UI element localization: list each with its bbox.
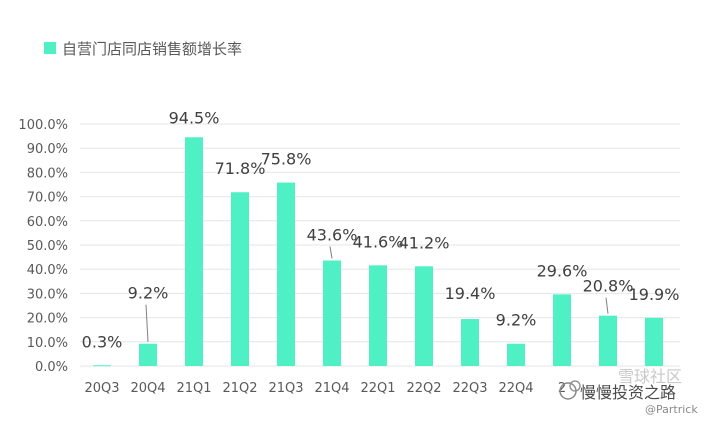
y-tick-label: 40.0% — [27, 263, 68, 278]
data-label: 41.2% — [399, 233, 450, 252]
x-tick-label: 22Q3 — [452, 381, 487, 396]
data-label: 19.4% — [445, 284, 496, 303]
watermark-sub-text: @Partrick — [645, 403, 698, 416]
legend-label: 自营门店同店销售额增长率 — [62, 40, 242, 58]
data-label: 94.5% — [169, 108, 220, 127]
x-tick-label: 20Q3 — [84, 381, 119, 396]
x-tick-label: 22Q4 — [498, 381, 533, 396]
data-label: 0.3% — [82, 332, 123, 351]
y-axis-ticks: 0.0% 10.0% 20.0% 30.0% 40.0% 50.0% 60.0% 70.0% 8… — [18, 118, 68, 375]
data-label: 75.8% — [261, 150, 312, 169]
bar — [139, 343, 157, 366]
leader-lines — [145, 246, 609, 342]
legend-swatch — [44, 42, 56, 54]
bar — [93, 365, 111, 367]
y-tick-label: 90.0% — [27, 142, 68, 157]
bar — [461, 319, 479, 366]
leader-line — [329, 246, 333, 259]
watermark-logo-icon — [559, 380, 581, 400]
data-label: 9.2% — [496, 311, 537, 330]
y-tick-label: 50.0% — [27, 239, 68, 254]
data-label: 20.8% — [583, 277, 634, 296]
leader-line — [145, 304, 149, 342]
bar — [277, 182, 295, 366]
y-tick-label: 20.0% — [27, 312, 68, 327]
bar — [323, 260, 341, 366]
y-tick-label: 60.0% — [27, 215, 68, 230]
bar — [231, 192, 249, 366]
bars — [93, 137, 663, 367]
y-tick-label: 10.0% — [27, 336, 68, 351]
watermark: 雪球社区 慢慢投资之路 @Partrick — [559, 367, 698, 416]
y-tick-label: 70.0% — [27, 191, 68, 206]
watermark-faint-text: 雪球社区 — [618, 367, 682, 386]
x-axis-categories: 20Q3 20Q4 21Q1 21Q2 21Q3 21Q4 22Q1 22Q2 22Q3 22Q4… — [84, 381, 566, 396]
bar — [599, 315, 617, 366]
bar — [369, 265, 387, 366]
bar — [185, 137, 203, 366]
x-tick-label: 21Q1 — [176, 381, 211, 396]
data-label: 41.6% — [353, 232, 404, 251]
x-tick-label: 21Q2 — [222, 381, 257, 396]
y-tick-label: 30.0% — [27, 287, 68, 302]
data-label: 19.9% — [629, 285, 680, 304]
data-label: 29.6% — [537, 261, 588, 280]
data-label: 71.8% — [215, 159, 266, 178]
bar — [415, 266, 433, 366]
watermark-main-text: 慢慢投资之路 — [580, 383, 676, 402]
bar — [553, 294, 571, 366]
y-tick-label: 80.0% — [27, 166, 68, 181]
legend: 自营门店同店销售额增长率 — [44, 40, 242, 58]
data-labels: 0.3% 9.2% 94.5% 71.8%75.8% 43.6%41.6%41.2% 19… — [82, 108, 680, 351]
x-tick-label: 2 — [558, 381, 566, 396]
y-tick-label: 100.0% — [18, 118, 68, 133]
x-tick-label: 22Q2 — [406, 381, 441, 396]
y-tick-label: 0.0% — [35, 360, 68, 375]
x-tick-label: 21Q3 — [268, 381, 303, 396]
x-tick-label: 21Q4 — [314, 381, 349, 396]
bar — [645, 317, 663, 366]
x-tick-label: 20Q4 — [130, 381, 165, 396]
bar — [507, 343, 525, 366]
data-label: 9.2% — [128, 284, 169, 303]
leader-line — [605, 297, 609, 314]
x-tick-label: 22Q1 — [360, 381, 395, 396]
data-label: 43.6% — [307, 225, 358, 244]
